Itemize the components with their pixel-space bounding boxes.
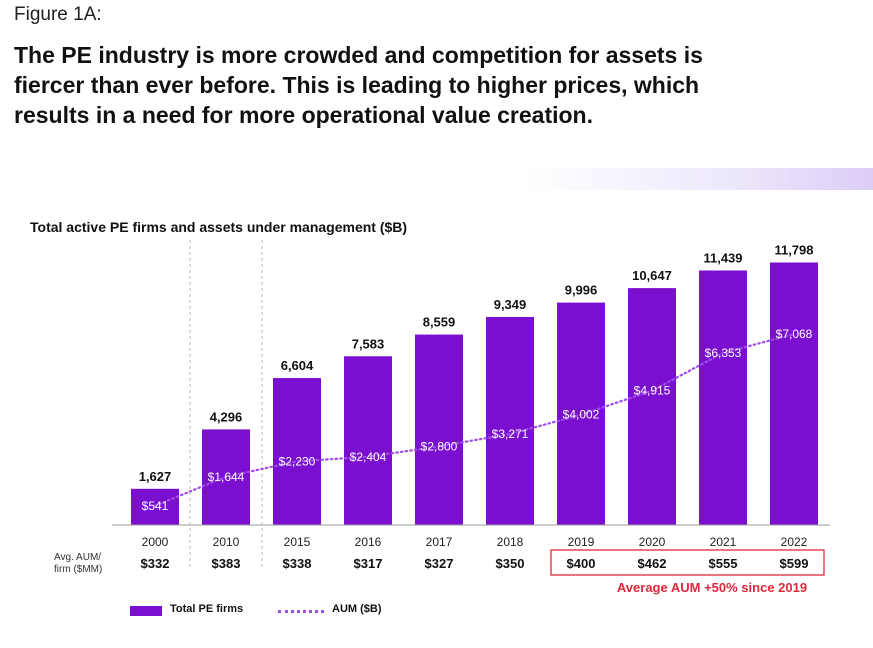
- aum-label-2020: $4,915: [634, 384, 671, 398]
- data-labels: 1,627 4,296 6,604 7,583 8,559 9,349 9,996 10,64…: [139, 242, 814, 512]
- bar-label-2018: 9,349: [494, 297, 527, 312]
- bars: [131, 262, 818, 525]
- x-tick-2000: 2000: [142, 535, 169, 549]
- x-tick-2021: 2021: [710, 535, 737, 549]
- legend-label-aum: AUM ($B): [332, 603, 382, 615]
- avg-aum-row: Avg. AUM/firm ($MM) $332 $383 $338 $317 $327 $…: [54, 549, 825, 595]
- avg-aum-2021: $555: [709, 556, 738, 571]
- annotation: Average AUM +50% since 2019: [617, 580, 807, 595]
- bar-label-2021: 11,439: [703, 250, 742, 265]
- bar-label-2022: 11,798: [774, 242, 813, 257]
- figure-label: Figure 1A:: [14, 4, 102, 25]
- decorative-gradient-band: [0, 168, 873, 190]
- highlight-box: [550, 549, 825, 576]
- legend-swatch-line: [278, 610, 324, 613]
- avg-aum-2010: $383: [212, 556, 241, 571]
- aum-line: [153, 333, 796, 507]
- avg-aum-2022: $599: [780, 556, 809, 571]
- x-tick-2017: 2017: [426, 535, 453, 549]
- x-tick-2020: 2020: [639, 535, 666, 549]
- aum-label-2000: $541: [142, 499, 169, 513]
- bar-label-2000: 1,627: [139, 469, 172, 484]
- aum-label-2021: $6,353: [705, 346, 742, 360]
- aum-label-2017: $2,800: [421, 439, 458, 453]
- avg-aum-2019: $400: [567, 556, 596, 571]
- avg-aum-2015: $338: [283, 556, 312, 571]
- bar-2015: [273, 378, 321, 525]
- bar-label-2010: 4,296: [210, 409, 243, 424]
- aum-label-2018: $3,271: [492, 427, 529, 441]
- aum-label-2016: $2,404: [350, 450, 387, 464]
- bar-label-2015: 6,604: [281, 358, 314, 373]
- bar-2020: [628, 288, 676, 525]
- bar-label-2020: 10,647: [632, 268, 672, 283]
- bar-2017: [415, 334, 463, 525]
- x-tick-2022: 2022: [781, 535, 808, 549]
- aum-label-2015: $2,230: [279, 454, 316, 468]
- x-axis: 2000 2010 2015 2016 2017 2018 2019 2020 2021 2022: [112, 524, 830, 549]
- chart-title: Total active PE firms and assets under m…: [30, 219, 408, 235]
- headline: The PE industry is more crowded and comp…: [14, 42, 703, 128]
- avg-aum-2020: $462: [638, 556, 667, 571]
- aum-label-2019: $4,002: [563, 408, 600, 422]
- avg-aum-2017: $327: [425, 556, 454, 571]
- x-tick-2016: 2016: [355, 535, 382, 549]
- aum-series-line: [153, 333, 796, 507]
- x-tick-2019: 2019: [568, 535, 595, 549]
- aum-label-2022: $7,068: [776, 327, 813, 341]
- avg-aum-2016: $317: [354, 556, 383, 571]
- x-tick-2018: 2018: [497, 535, 524, 549]
- bar-2022: [770, 262, 818, 525]
- bar-label-2016: 7,583: [352, 336, 385, 351]
- bar-label-2017: 8,559: [423, 315, 456, 330]
- bar-label-2019: 9,996: [565, 283, 598, 298]
- legend-swatch-bar: [130, 606, 162, 616]
- bar-2016: [344, 356, 392, 525]
- avg-aum-row-label-1: Avg. AUM/: [54, 552, 101, 563]
- avg-aum-row-label-2: firm ($MM): [54, 564, 102, 575]
- avg-aum-2000: $332: [141, 556, 170, 571]
- dashed-dividers: [189, 240, 263, 570]
- x-tick-2010: 2010: [213, 535, 240, 549]
- bar-2000: [131, 488, 179, 525]
- avg-aum-2018: $350: [496, 556, 525, 571]
- legend-label-firms: Total PE firms: [170, 603, 244, 615]
- bar-2018: [486, 316, 534, 525]
- x-tick-2015: 2015: [284, 535, 311, 549]
- bar-2021: [699, 270, 747, 525]
- aum-label-2010: $1,644: [208, 470, 245, 484]
